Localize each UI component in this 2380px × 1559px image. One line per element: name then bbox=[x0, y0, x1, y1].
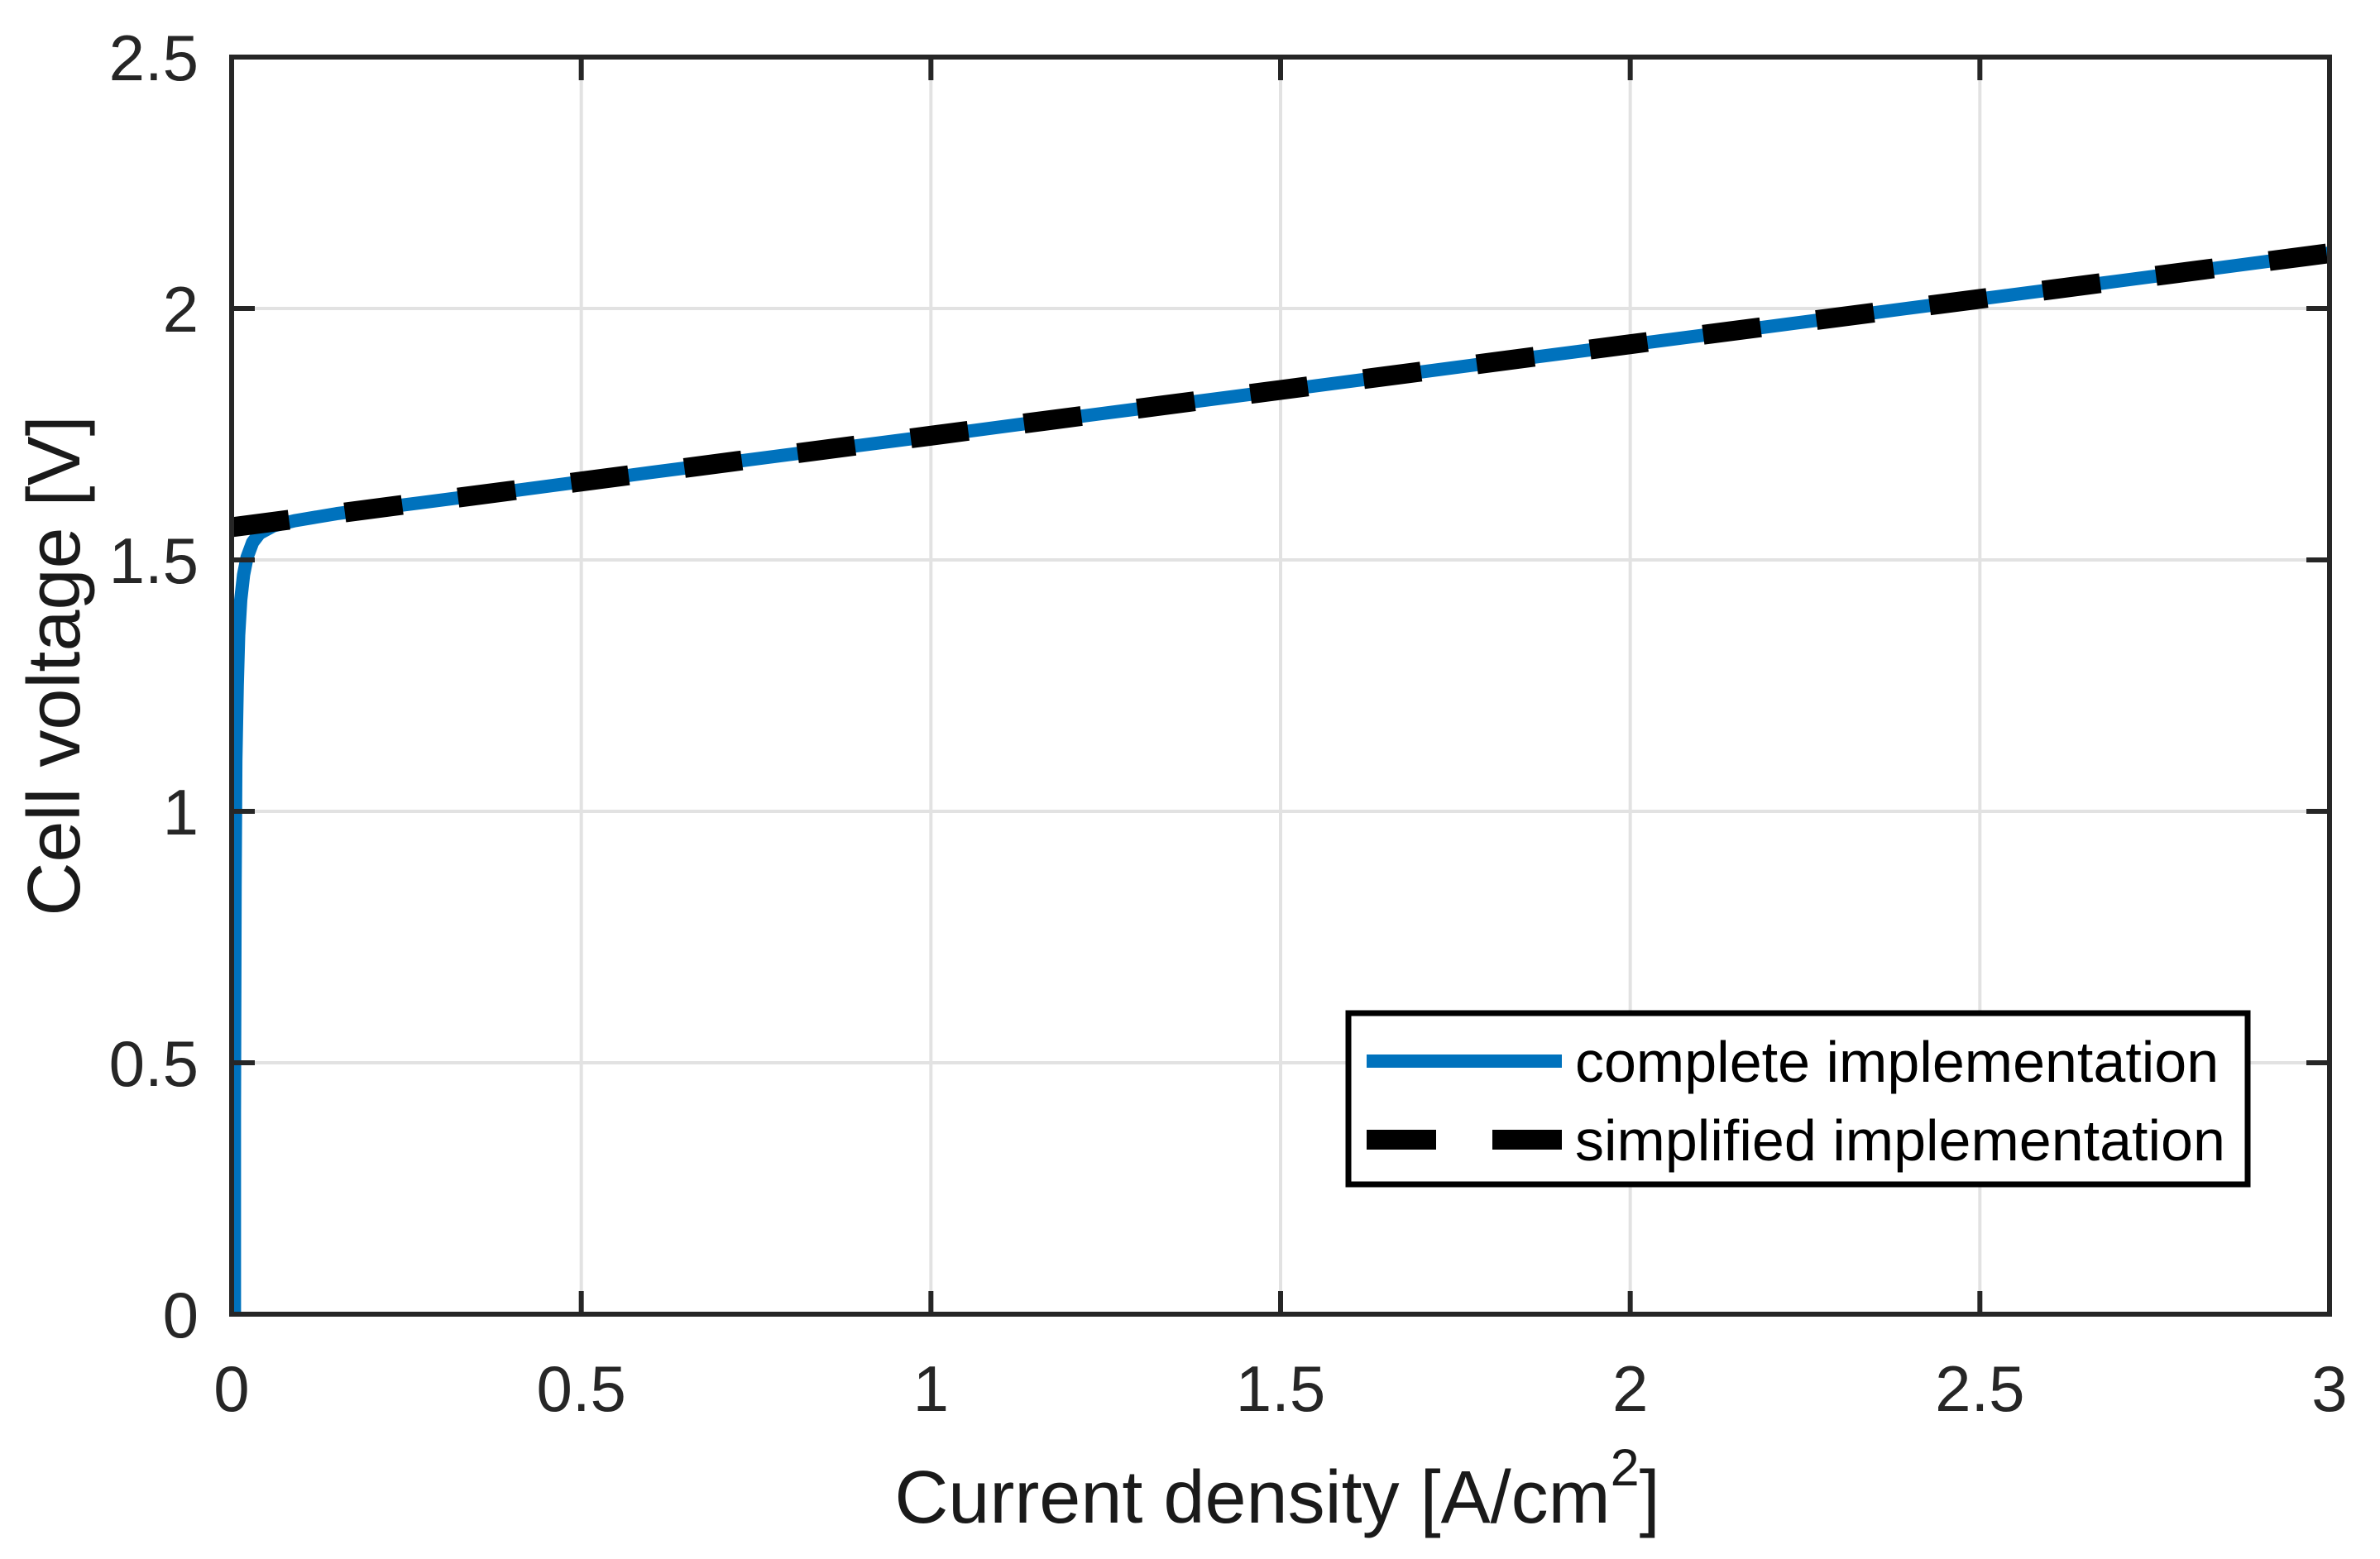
y-tick-label: 2 bbox=[163, 273, 199, 346]
y-tick-label: 0 bbox=[163, 1279, 199, 1351]
x-tick-label: 3 bbox=[2311, 1352, 2347, 1425]
legend-box bbox=[1345, 1010, 2251, 1188]
y-tick-label: 2.5 bbox=[109, 22, 199, 94]
x-tick-label: 2.5 bbox=[1935, 1352, 2024, 1425]
x-tick-label: 0.5 bbox=[536, 1352, 625, 1425]
legend-label-complete: complete implementation bbox=[1575, 1030, 2219, 1094]
x-tick-label: 1 bbox=[913, 1352, 949, 1425]
x-tick-label: 0 bbox=[213, 1352, 249, 1425]
y-tick-label: 1.5 bbox=[109, 524, 199, 597]
x-tick-label: 2 bbox=[1612, 1352, 1648, 1425]
series-simplified-implementation-line bbox=[232, 243, 2330, 538]
x-tick-label: 1.5 bbox=[1236, 1352, 1325, 1425]
tick-layer bbox=[229, 55, 2332, 1317]
y-tick-label: 1 bbox=[163, 776, 199, 849]
y-axis-label: Cell voltage [V] bbox=[13, 415, 96, 916]
legend: complete implementation simplified imple… bbox=[1345, 1010, 2251, 1188]
tick-label-layer: 0 0.5 1 1.5 2 2.5 3 0 0.5 1 1.5 2 2.5 bbox=[109, 22, 2348, 1425]
series-complete-implementation-line bbox=[232, 246, 2330, 1314]
y-tick-label: 0.5 bbox=[109, 1027, 199, 1100]
series-layer bbox=[232, 243, 2330, 1314]
x-axis-label: Current density [A/cm2] bbox=[894, 1439, 1659, 1539]
legend-label-simplified: simplified implementation bbox=[1575, 1108, 2225, 1173]
